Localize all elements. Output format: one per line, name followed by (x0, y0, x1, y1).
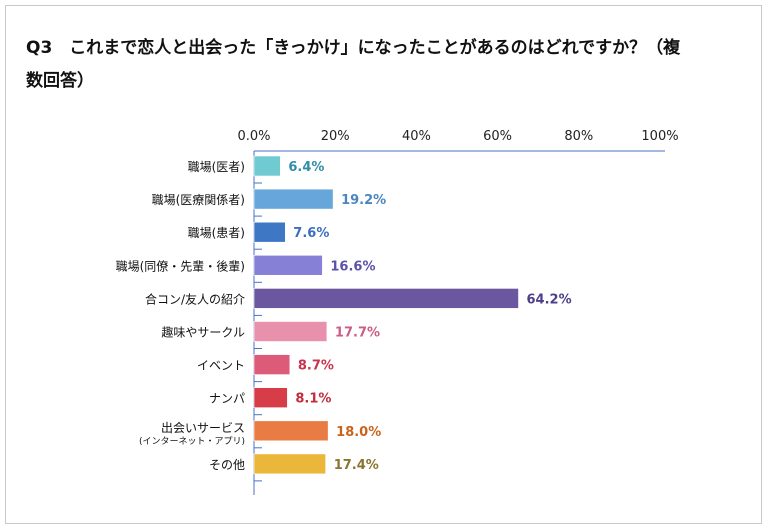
x-tick-label: 100% (641, 129, 678, 144)
chart-title-line-1: Q3 これまで恋人と出会った「きっかけ」になったことがあるのはどれですか？（複 (26, 38, 681, 58)
x-tick-label: 60% (483, 129, 512, 144)
bar (253, 221, 286, 243)
category-label: 職場(患者) (188, 226, 245, 240)
chart-frame (5, 5, 762, 524)
x-tick-label: 0.0% (237, 129, 270, 144)
bar (253, 321, 328, 342)
bar (253, 188, 334, 210)
chart-title-line-2: 数回答） (26, 71, 94, 91)
category-sublabel: (インターネット・アプリ) (139, 436, 245, 447)
x-tick-label: 20% (321, 129, 350, 144)
category-label: ナンパ (209, 392, 245, 406)
category-label: 合コン/友人の紹介 (145, 291, 245, 306)
bar (253, 420, 329, 442)
data-label: 6.4% (288, 160, 324, 175)
data-label: 19.2% (341, 193, 386, 208)
bar (253, 354, 291, 375)
bar (253, 453, 326, 475)
category-label: 出会いサービス (161, 421, 245, 435)
category-label: 趣味やサークル (161, 325, 245, 340)
category-label: 職場(医療関係者) (152, 193, 245, 207)
category-label: イベント (197, 359, 245, 373)
category-label: その他 (209, 458, 245, 472)
data-label: 17.7% (335, 326, 380, 341)
category-label: 職場(同僚・先輩・後輩) (116, 258, 245, 273)
data-label: 18.0% (336, 425, 381, 440)
data-label: 8.7% (298, 359, 334, 374)
data-label: 16.6% (330, 259, 375, 274)
data-label: 8.1% (295, 392, 331, 407)
x-tick-label: 40% (402, 129, 431, 144)
bar (253, 155, 281, 177)
category-label: 職場(医者) (188, 160, 245, 174)
data-label: 7.6% (293, 226, 329, 241)
bar (253, 255, 323, 276)
data-label: 64.2% (527, 292, 572, 307)
data-label: 17.4% (334, 458, 379, 473)
x-tick-label: 80% (564, 129, 593, 144)
bar (253, 288, 519, 309)
bar (253, 387, 288, 409)
